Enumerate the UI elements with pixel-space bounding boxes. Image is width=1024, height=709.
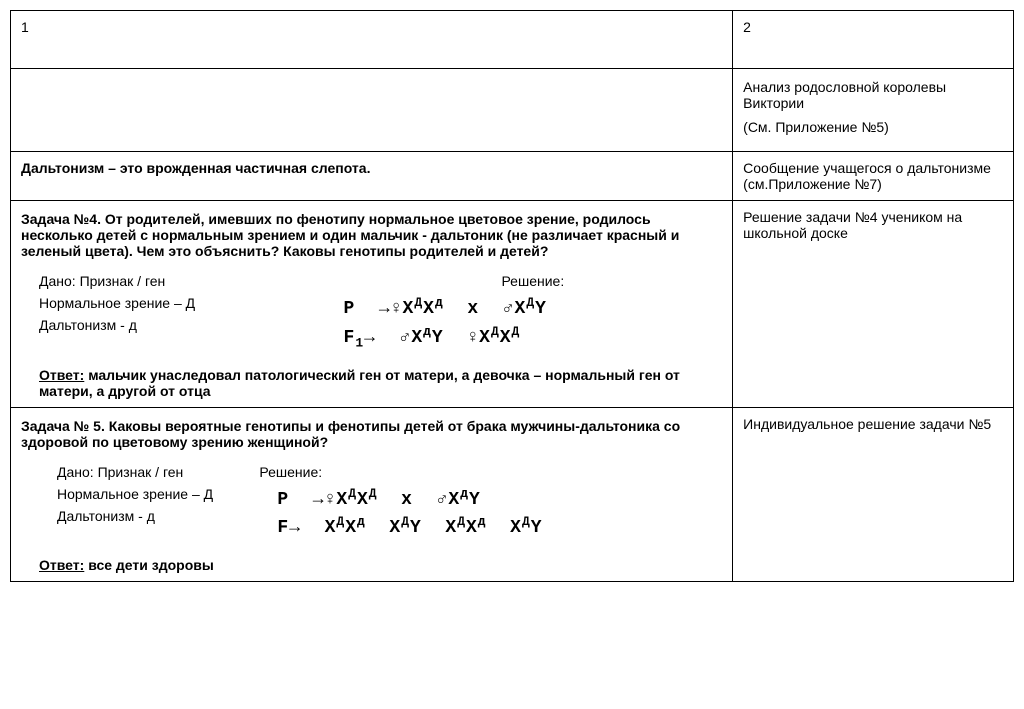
task5-answer: Ответ: все дети здоровы (21, 557, 722, 573)
task5-given-1: Нормальное зрение – Д (21, 486, 259, 502)
task4-problem: Задача №4. От родителей, имевших по фено… (21, 211, 722, 259)
lesson-table: 1 2 Анализ родословной королевы Виктории… (10, 10, 1014, 582)
task5-right: Индивидуальное решение задачи №5 (733, 407, 1014, 582)
table-row: Задача № 5. Каковы вероятные генотипы и … (11, 407, 1014, 582)
task4-answer-label: Ответ: (39, 367, 84, 383)
task4-genetics-P: P →♀XДXд x ♂XДY (344, 295, 723, 324)
task4-cell: Задача №4. От родителей, имевших по фено… (11, 201, 733, 408)
intro-right: Анализ родословной королевы Виктории (См… (733, 69, 1014, 152)
header-col1: 1 (11, 11, 733, 69)
task5-solution-label: Решение: (259, 464, 722, 480)
task5-problem: Задача № 5. Каковы вероятные генотипы и … (21, 418, 722, 450)
task4-given-1: Нормальное зрение – Д (21, 295, 344, 311)
task5-genetics-F: F→ XДXд XДY XДXд XДY (259, 514, 722, 543)
header-col2: 2 (733, 11, 1014, 69)
table-row: Задача №4. От родителей, имевших по фено… (11, 201, 1014, 408)
task4-answer-text: мальчик унаследовал патологический ген о… (39, 367, 680, 399)
table-row: Анализ родословной королевы Виктории (См… (11, 69, 1014, 152)
victoria-line2: (См. Приложение №5) (743, 119, 1003, 135)
definition-left: Дальтонизм – это врожденная частичная сл… (11, 152, 733, 201)
task4-solution-label: Решение: (344, 273, 723, 289)
intro-left (11, 69, 733, 152)
task4-answer: Ответ: мальчик унаследовал патологически… (21, 367, 722, 399)
task5-answer-text: все дети здоровы (88, 557, 214, 573)
task4-genetics-F: F1→ ♂XдY ♀XДXД (344, 324, 723, 353)
task5-cell: Задача № 5. Каковы вероятные генотипы и … (11, 407, 733, 582)
task5-given-2: Дальтонизм - д (21, 508, 259, 524)
task4-right: Решение задачи №4 учеником на школьной д… (733, 201, 1014, 408)
task5-given-title: Дано: Признак / ген (21, 464, 259, 480)
task4-given-2: Дальтонизм - д (21, 317, 344, 333)
task5-genetics-P: P →♀XДXД x ♂XдY (259, 486, 722, 515)
victoria-line1: Анализ родословной королевы Виктории (743, 79, 1003, 111)
table-row: 1 2 (11, 11, 1014, 69)
table-row: Дальтонизм – это врожденная частичная сл… (11, 152, 1014, 201)
task5-answer-label: Ответ: (39, 557, 84, 573)
task4-given-title: Дано: Признак / ген (21, 273, 344, 289)
definition-right: Сообщение учащегося о дальтонизме (см.Пр… (733, 152, 1014, 201)
